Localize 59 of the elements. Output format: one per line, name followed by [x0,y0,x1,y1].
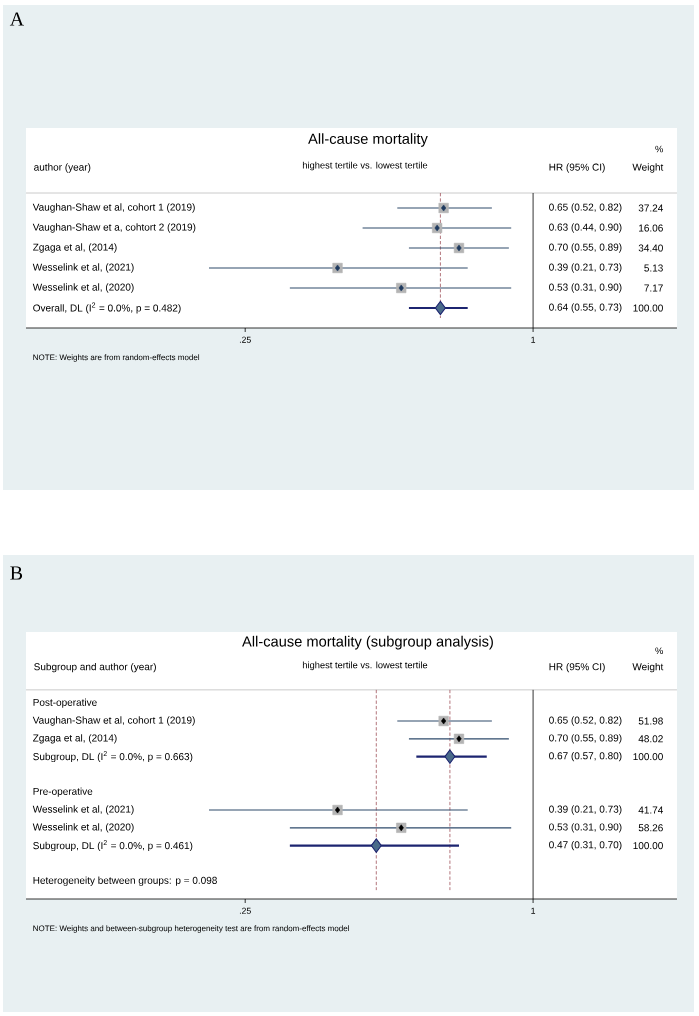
annotation: 0.63 (0.44, 0.90) [549,223,622,233]
annotation: 51.98 [638,717,663,725]
text: B [10,566,23,580]
y-tick-label: Post-operative [33,698,97,708]
annotation: 0.67 (0.57, 0.80) [549,751,622,762]
y-tick-label: Pre-operative [33,787,93,797]
y-tick-label: Vaughan-Shaw et a, cohtort 2 (2019) [32,223,196,233]
text: NOTE: Weights and between-subgroup heterogeneity test are from random-effects model [33,925,349,933]
annotation: 0.47 (0.31, 0.70) [549,840,622,851]
text: HR (95% CI) [549,662,605,673]
annotation: 41.74 [638,806,664,814]
annotation: 0.65 (0.52, 0.82) [549,716,622,726]
y-tick-label: Heterogeneity between groups: p = 0.098 [33,876,217,886]
annotation: 100.00 [633,753,663,761]
text: Weight [632,662,664,673]
y-tick-label: Subgroup, DL (I$^{2}$ = 0.0%, p = 0.663) [33,751,193,763]
text: HR (95% CI) [549,163,605,173]
x-tick-label: .25 [239,907,251,914]
y-tick-label: Wesselink et al, (2021) [32,805,134,815]
annotation: 58.26 [638,824,663,832]
y-tick-label: Wesselink et al, (2021) [32,263,134,273]
annotation: 0.65 (0.52, 0.82) [549,203,622,213]
annotation: 0.70 (0.55, 0.89) [549,734,622,744]
y-tick-label: Subgroup, DL (I$^{2}$ = 0.0%, p = 0.461) [33,840,193,852]
y-axis-title: Subgroup and author (year) [34,662,156,673]
chart-title: All-cause mortality [308,133,428,147]
chart-subtitle: highest tertile vs. lowest tertile [302,161,428,171]
text: NOTE: Weights are from random-effects model [33,354,200,362]
text: % [655,647,663,654]
annotation: 0.70 (0.55, 0.89) [549,243,622,253]
chart-title: All-cause mortality (subgroup analysis) [242,635,493,650]
y-tick-label: Wesselink et al, (2020) [32,823,134,833]
annotation: 0.39 (0.21, 0.73) [549,805,622,815]
y-axis-title: author (year) [34,163,91,173]
y-tick-label: Zgaga et al, (2014) [33,243,117,253]
text: Weight [632,163,664,173]
y-tick-label: Wesselink et al, (2020) [32,283,134,293]
y-tick-label: Overall, DL (I$^{2}$ = 0.0%, p = 0.482) [33,302,181,314]
x-tick-label: 1 [531,336,536,343]
annotation: 48.02 [638,735,663,743]
annotation: 0.64 (0.55, 0.73) [549,303,622,313]
annotation: 0.53 (0.31, 0.90) [549,283,622,293]
annotation: 7.17 [644,284,663,292]
y-tick-label: Vaughan-Shaw et al, cohort 1 (2019) [32,716,195,726]
chart-subtitle: highest tertile vs. lowest tertile [302,661,428,671]
annotation: 5.13 [644,264,663,272]
annotation: 0.53 (0.31, 0.90) [549,823,622,833]
annotation: 0.39 (0.21, 0.73) [549,263,622,273]
annotation: 100.00 [633,842,663,850]
annotation: 34.40 [638,244,663,252]
y-tick-label: Zgaga et al, (2014) [33,734,117,744]
annotation: 100.00 [633,304,663,312]
annotation: 16.06 [639,224,663,232]
x-tick-label: 1 [531,907,536,914]
annotation: 37.24 [638,204,664,212]
text: A [9,12,24,26]
text: % [655,145,663,153]
y-tick-label: Vaughan-Shaw et al, cohort 1 (2019) [32,203,195,213]
x-tick-label: .25 [239,336,251,343]
